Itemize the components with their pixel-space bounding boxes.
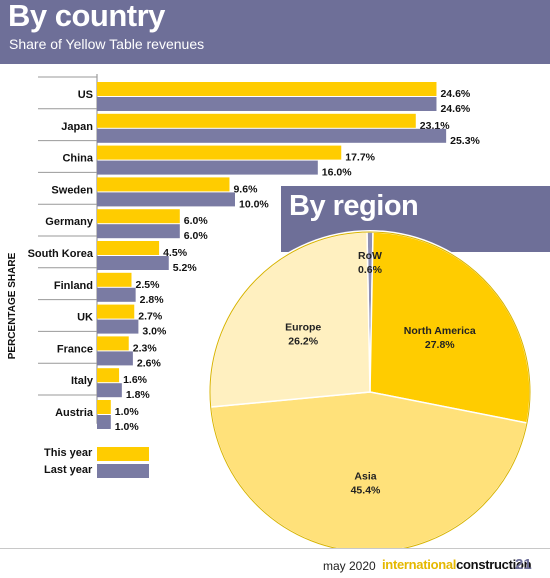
legend-last-year-label: Last year — [44, 464, 93, 476]
category-label: Germany — [45, 216, 94, 228]
category-label: France — [57, 343, 93, 355]
bar-this-year — [97, 304, 135, 319]
category-label: Sweden — [51, 184, 93, 196]
category-label: South Korea — [28, 248, 94, 260]
category-label: China — [62, 153, 93, 165]
bar-this-year — [97, 145, 342, 160]
bar-value-label: 2.8% — [140, 294, 165, 306]
legend-this-year-label: This year — [44, 447, 93, 459]
country-header: By country Share of Yellow Table revenue… — [0, 0, 550, 64]
bar-value-label: 25.3% — [450, 135, 480, 147]
bar-value-label: 1.0% — [115, 421, 140, 433]
bar-this-year — [97, 209, 180, 224]
category-label: Italy — [71, 375, 94, 387]
pie-category-label: Asia — [354, 470, 376, 482]
y-axis-title: PERCENTAGE SHARE — [7, 252, 18, 359]
bar-legend: This year Last year — [0, 444, 200, 484]
brand-part-1: international — [382, 557, 457, 572]
page-footer: may 2020 internationalconstruction 21 — [0, 548, 550, 578]
bar-this-year — [97, 113, 416, 128]
magazine-brand: internationalconstruction — [382, 557, 532, 572]
legend-this-year-swatch — [97, 447, 149, 461]
category-label: Austria — [55, 407, 94, 419]
bar-last-year — [97, 128, 447, 143]
bar-value-label: 4.5% — [163, 247, 188, 259]
legend-last-year-swatch — [97, 464, 149, 478]
bar-this-year — [97, 400, 111, 414]
bar-last-year — [97, 97, 437, 111]
category-label: Finland — [54, 280, 93, 292]
legend-last-year: Last year — [0, 464, 160, 480]
category-label: US — [78, 89, 93, 101]
brand-part-2: construction — [456, 557, 532, 572]
bar-last-year — [97, 287, 136, 302]
bar-value-label: 5.2% — [173, 262, 198, 274]
bar-this-year — [97, 82, 437, 96]
bar-value-label: 24.6% — [440, 88, 470, 100]
country-chart-title: By country — [8, 0, 165, 33]
bar-value-label: 6.0% — [184, 215, 209, 227]
bar-this-year — [97, 177, 230, 192]
category-label: UK — [77, 312, 93, 324]
bar-last-year — [97, 224, 180, 239]
bar-last-year — [97, 351, 133, 366]
bar-last-year — [97, 192, 235, 207]
bar-value-label: 2.6% — [137, 357, 162, 369]
issue-date: may 2020 — [323, 559, 376, 573]
bar-value-label: 2.3% — [133, 342, 158, 354]
region-header: By region — [281, 186, 550, 252]
pie-value-label: 45.4% — [351, 484, 381, 496]
legend-this-year: This year — [0, 447, 160, 463]
bar-this-year — [97, 368, 120, 383]
bar-value-label: 2.5% — [136, 279, 161, 291]
page-number: 21 — [515, 556, 532, 573]
bar-value-label: 17.7% — [345, 152, 375, 164]
bar-last-year — [97, 256, 169, 270]
bar-value-label: 16.0% — [322, 167, 352, 179]
bar-value-label: 1.6% — [123, 374, 148, 386]
bar-value-label: 1.0% — [115, 406, 140, 418]
bar-value-label: 2.7% — [138, 311, 163, 323]
bar-value-label: 3.0% — [142, 326, 167, 338]
bar-value-label: 1.8% — [126, 389, 151, 401]
bar-this-year — [97, 336, 129, 351]
bar-last-year — [97, 160, 318, 175]
bar-last-year — [97, 415, 111, 429]
bar-value-label: 10.0% — [239, 198, 269, 210]
category-label: Japan — [61, 121, 93, 133]
country-bar-chart: US 24.6%24.6%Japan 23.1%25.3%China 17.7%16.… — [7, 74, 481, 433]
bar-last-year — [97, 319, 139, 334]
bar-value-label: 9.6% — [233, 183, 258, 195]
bar-value-label: 6.0% — [184, 230, 209, 242]
bar-this-year — [97, 272, 132, 287]
bar-last-year — [97, 383, 122, 398]
bar-value-label: 24.6% — [440, 103, 470, 115]
bar-this-year — [97, 241, 160, 255]
country-chart-subtitle: Share of Yellow Table revenues — [9, 36, 205, 52]
region-chart-title: By region — [289, 190, 419, 222]
